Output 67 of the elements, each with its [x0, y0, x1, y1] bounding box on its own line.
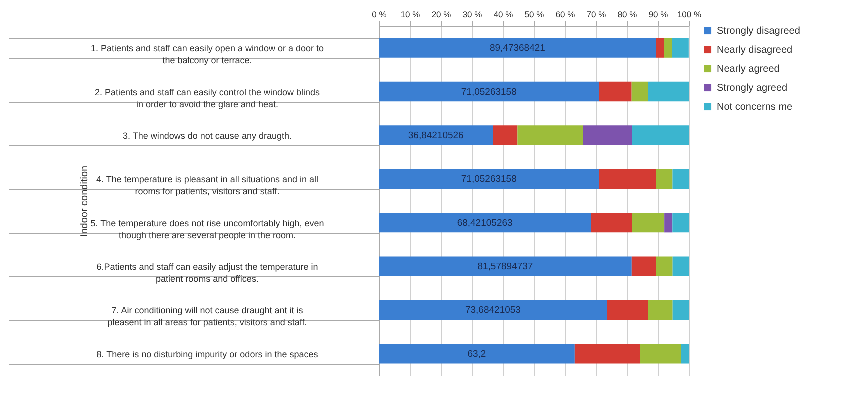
bar	[379, 126, 494, 146]
bar	[379, 300, 608, 320]
x-tick-label: 40 %	[494, 10, 514, 20]
bar	[656, 256, 673, 276]
data-label: 36,84210526	[408, 130, 464, 142]
bar	[379, 344, 575, 364]
bar	[599, 169, 656, 189]
y-tick-label: 8. There is no disturbing impurity or odors in the spaces	[96, 349, 319, 360]
bar	[664, 38, 672, 58]
bar	[599, 82, 632, 102]
bar	[672, 300, 690, 320]
bar	[632, 256, 656, 276]
data-label: 73,68421053	[465, 305, 521, 316]
legend-label: Not concerns me	[717, 102, 794, 113]
bar	[648, 82, 690, 102]
bar	[493, 126, 518, 146]
legend-label: Nearly agreed	[717, 64, 780, 75]
data-label: 81,57894737	[478, 262, 534, 273]
data-label: 71,05263158	[461, 174, 517, 186]
x-tick-label: 0 %	[372, 10, 388, 20]
bar	[672, 38, 689, 58]
bar	[640, 344, 682, 364]
legend-label: Strongly disagreed	[717, 26, 800, 37]
y-tick-label: 1. Patients and staff can easily open a window or a door to the balcony or terrace.	[91, 44, 324, 66]
legend-label: Nearly disagreed	[717, 45, 793, 56]
y-tick-label: 4. The temperature is pleasant in all situations and in all rooms for patients, visitors and staff.	[96, 174, 318, 197]
data-label: 71,05263158	[461, 86, 517, 98]
x-tick-label: 60 %	[556, 10, 576, 20]
bar	[632, 213, 665, 233]
x-tick-label: 30 %	[462, 10, 483, 20]
bar	[656, 38, 664, 58]
x-tick-label: 10 %	[400, 10, 421, 20]
bar	[672, 256, 690, 276]
bar	[607, 300, 648, 320]
bar	[379, 256, 632, 276]
bar	[632, 126, 690, 146]
bar	[632, 82, 648, 102]
bar	[379, 38, 656, 58]
y-tick-label: 5. The temperature does not rise uncomfortably high, even though there are several people in the room.	[90, 218, 324, 240]
x-tick-label: 100 %	[677, 10, 702, 20]
bar	[583, 126, 632, 146]
y-axis-title: Indoor condition	[80, 166, 90, 238]
bar	[664, 213, 673, 233]
bar	[591, 213, 632, 233]
bar	[379, 169, 600, 189]
bar	[574, 344, 640, 364]
legend-label: Strongly agreed	[717, 83, 788, 94]
bar	[681, 344, 689, 364]
data-label: 68,42105263	[457, 218, 513, 229]
x-tick-label: 80 %	[618, 10, 638, 20]
x-tick-label: 20 %	[432, 10, 452, 20]
bar	[672, 169, 690, 189]
y-tick-label: 2. Patients and staff can easily control the window blinds in order to avoid the glare and heat.	[95, 87, 320, 110]
data-label: 63,2	[468, 348, 486, 360]
bar	[379, 213, 592, 233]
x-tick-label: 90 %	[648, 10, 669, 20]
bar	[656, 169, 673, 189]
y-tick-label: 6.Patients and staff can easily adjust the temperature in patient rooms and offices.	[96, 262, 318, 284]
data-label: 89,47368421	[490, 43, 546, 54]
y-tick-label: 3. The windows do not cause any draugth.	[123, 130, 292, 141]
bar	[648, 300, 673, 320]
y-tick-label: 7. Air conditioning will not cause draught ant it is pleasent in all areas for patients, visitors and staff.	[108, 306, 308, 328]
bar	[379, 82, 600, 102]
x-tick-label: 70 %	[586, 10, 607, 20]
bar	[672, 213, 690, 233]
x-tick-label: 50 %	[524, 10, 545, 20]
bar	[518, 126, 584, 146]
